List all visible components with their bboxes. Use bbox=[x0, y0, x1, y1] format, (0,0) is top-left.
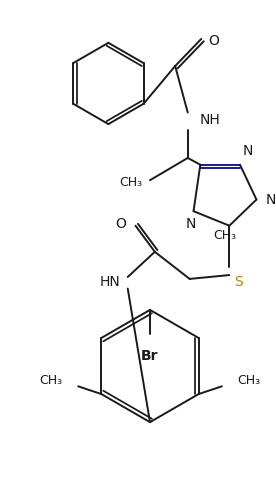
Text: O: O bbox=[115, 217, 126, 231]
Text: CH₃: CH₃ bbox=[237, 374, 261, 387]
Text: N: N bbox=[185, 217, 196, 231]
Text: N: N bbox=[243, 144, 253, 158]
Text: Br: Br bbox=[141, 349, 159, 362]
Text: CH₃: CH₃ bbox=[213, 229, 236, 242]
Text: N: N bbox=[266, 193, 276, 207]
Text: O: O bbox=[208, 34, 219, 48]
Text: NH: NH bbox=[199, 113, 220, 127]
Text: CH₃: CH₃ bbox=[119, 176, 142, 189]
Text: HN: HN bbox=[99, 275, 120, 289]
Text: CH₃: CH₃ bbox=[39, 374, 63, 387]
Text: S: S bbox=[234, 275, 243, 289]
